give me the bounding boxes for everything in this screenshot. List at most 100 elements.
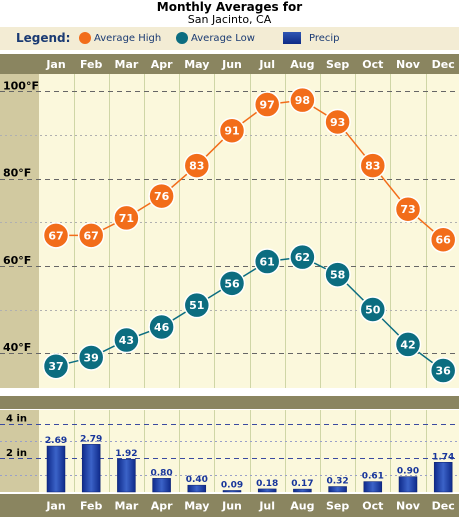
high-temp-point [218, 117, 246, 144]
low-temp-point [253, 248, 281, 275]
precip-month-label: Jul [258, 500, 275, 513]
precip-bar [152, 478, 171, 493]
high-temp-value-label: 91 [224, 125, 239, 138]
low-temp-point [148, 313, 175, 341]
precip-month-label: Oct [362, 500, 383, 513]
low-temp-value-label: 42 [400, 338, 415, 351]
precip-bar [433, 462, 453, 493]
temp-y-tick-label: 80°F [3, 167, 31, 180]
legend-precip: Precip [309, 33, 340, 44]
high-temp-point [324, 108, 351, 136]
precip-month-label: Dec [432, 500, 455, 513]
low-temp-point [113, 326, 140, 354]
low-temp-point [42, 352, 70, 380]
low-temp-value-label: 51 [189, 299, 204, 312]
high-temp-point [394, 195, 422, 223]
high-temp-value-label: 67 [48, 229, 63, 242]
precip-bar [117, 458, 136, 493]
low-temp-value-label: 43 [119, 334, 134, 347]
high-temp-point [42, 222, 70, 249]
low-temp-value-label: 62 [295, 251, 310, 264]
temp-band [0, 54, 459, 74]
precip-month-label: Sep [326, 500, 349, 513]
high-temp-value-label: 98 [295, 94, 310, 107]
low-temp-value-label: 56 [224, 277, 240, 290]
temp-month-label: Jun [221, 58, 242, 71]
low-marker-icon [176, 32, 188, 44]
high-temp-value-label: 66 [436, 234, 452, 247]
precip-value-label: 0.18 [256, 479, 278, 489]
high-temp-point [148, 182, 175, 210]
precip-y-tick-label: 4 in [6, 414, 27, 425]
chart-title: Monthly Averages for [156, 0, 303, 14]
legend-title: Legend: [16, 31, 71, 45]
precip-bar [398, 476, 418, 493]
legend-high: Average High [94, 33, 162, 44]
legend-bar: Legend: Average High Average Low Precip [0, 27, 459, 50]
precip-value-label: 0.80 [150, 468, 172, 478]
precip-value-label: 1.74 [432, 452, 454, 462]
precip-top-band [0, 396, 459, 409]
temp-month-label: Jul [258, 58, 275, 71]
temp-month-label: Sep [326, 58, 349, 71]
precip-month-label: Aug [290, 500, 314, 513]
high-temp-point [113, 204, 140, 232]
high-temp-point [253, 91, 281, 118]
precip-value-label: 2.69 [45, 436, 67, 446]
precip-value-label: 0.90 [397, 467, 419, 477]
temp-month-label: Dec [432, 58, 455, 71]
precip-band [0, 494, 459, 517]
precip-bar [222, 490, 242, 493]
precip-axis-panel [0, 410, 39, 492]
legend-low: Average Low [191, 33, 255, 44]
low-temp-point [429, 357, 457, 384]
high-temp-value-label: 73 [400, 203, 415, 216]
precip-month-label: Feb [80, 500, 103, 513]
low-temp-value-label: 46 [154, 321, 170, 334]
precip-value-label: 2.79 [80, 434, 102, 444]
precip-month-label: Jan [45, 500, 65, 513]
temp-month-label: Jan [45, 58, 65, 71]
high-temp-value-label: 97 [260, 99, 275, 112]
low-temp-point [289, 243, 316, 271]
low-temp-value-label: 61 [260, 256, 275, 269]
high-temp-point [359, 152, 387, 179]
precip-value-label: 0.09 [221, 480, 243, 490]
high-temp-value-label: 83 [189, 160, 204, 173]
low-temp-point [359, 296, 387, 323]
temp-y-tick-label: 60°F [3, 254, 31, 267]
low-temp-value-label: 58 [330, 269, 345, 282]
precip-bar [187, 484, 207, 493]
precip-bar [257, 488, 277, 493]
low-temp-point [183, 291, 211, 319]
precip-bar [363, 481, 383, 493]
precip-bar-icon [283, 32, 301, 44]
temp-axis-panel [0, 74, 39, 388]
temp-month-label: Aug [290, 58, 314, 71]
precip-plot-area [39, 410, 459, 492]
precip-month-label: Jun [221, 500, 242, 513]
high-marker-icon [79, 32, 91, 44]
precip-month-label: May [184, 500, 209, 513]
low-temp-value-label: 37 [48, 360, 63, 373]
temp-month-label: May [184, 58, 209, 71]
precip-value-label: 1.92 [115, 449, 137, 459]
low-temp-value-label: 39 [84, 351, 99, 364]
precip-month-label: Mar [115, 500, 139, 513]
low-temp-point [394, 331, 422, 358]
high-temp-point [289, 86, 316, 114]
low-temp-point [218, 270, 246, 297]
high-temp-value-label: 76 [154, 190, 170, 203]
high-temp-point [429, 226, 457, 253]
high-temp-value-label: 83 [365, 160, 380, 173]
low-temp-value-label: 36 [436, 365, 452, 378]
precip-value-label: 0.17 [291, 479, 313, 489]
temp-y-tick-label: 40°F [3, 341, 31, 354]
low-temp-point [77, 344, 105, 371]
precip-bar [328, 486, 347, 493]
low-temp-point [324, 261, 351, 288]
high-temp-value-label: 71 [119, 212, 134, 225]
chart-subtitle: San Jacinto, CA [187, 13, 272, 26]
precip-bar [46, 445, 66, 493]
